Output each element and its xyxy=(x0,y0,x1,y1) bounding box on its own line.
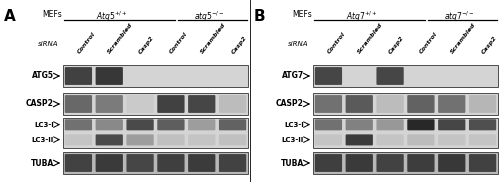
FancyBboxPatch shape xyxy=(126,134,154,145)
FancyBboxPatch shape xyxy=(96,154,123,172)
FancyBboxPatch shape xyxy=(219,154,246,172)
FancyBboxPatch shape xyxy=(219,119,246,130)
Text: siRNA: siRNA xyxy=(38,41,58,47)
Bar xyxy=(313,118,498,148)
Text: ATG5: ATG5 xyxy=(32,72,54,80)
FancyBboxPatch shape xyxy=(158,119,184,130)
FancyBboxPatch shape xyxy=(65,154,92,172)
Text: siRNA: siRNA xyxy=(288,41,308,47)
Text: Casp2: Casp2 xyxy=(138,35,156,55)
FancyBboxPatch shape xyxy=(188,119,216,130)
FancyBboxPatch shape xyxy=(65,67,92,85)
FancyBboxPatch shape xyxy=(408,95,434,113)
FancyBboxPatch shape xyxy=(346,134,373,145)
FancyBboxPatch shape xyxy=(219,134,246,145)
FancyBboxPatch shape xyxy=(158,154,184,172)
FancyBboxPatch shape xyxy=(438,134,466,145)
Text: $\mathit{atg5}^{-/-}$: $\mathit{atg5}^{-/-}$ xyxy=(194,10,224,24)
Bar xyxy=(313,152,498,174)
FancyBboxPatch shape xyxy=(469,134,496,145)
FancyBboxPatch shape xyxy=(346,154,373,172)
Text: Casp2: Casp2 xyxy=(230,35,248,55)
FancyBboxPatch shape xyxy=(126,154,154,172)
FancyBboxPatch shape xyxy=(346,95,373,113)
FancyBboxPatch shape xyxy=(408,119,434,130)
Text: ATG7: ATG7 xyxy=(282,72,304,80)
Text: Casp2: Casp2 xyxy=(388,35,406,55)
Text: Control: Control xyxy=(76,31,96,55)
FancyBboxPatch shape xyxy=(438,119,466,130)
FancyBboxPatch shape xyxy=(376,95,404,113)
FancyBboxPatch shape xyxy=(315,154,342,172)
FancyBboxPatch shape xyxy=(346,119,373,130)
Text: CASP2: CASP2 xyxy=(26,100,54,108)
Text: Scrambled: Scrambled xyxy=(450,22,477,55)
Text: Scrambled: Scrambled xyxy=(357,22,384,55)
FancyBboxPatch shape xyxy=(376,134,404,145)
Text: Control: Control xyxy=(419,31,439,55)
FancyBboxPatch shape xyxy=(158,95,184,113)
FancyBboxPatch shape xyxy=(126,119,154,130)
Text: Scrambled: Scrambled xyxy=(200,22,227,55)
Text: Control: Control xyxy=(326,31,346,55)
FancyBboxPatch shape xyxy=(65,95,92,113)
Text: LC3-I: LC3-I xyxy=(34,122,54,128)
FancyBboxPatch shape xyxy=(438,154,466,172)
FancyBboxPatch shape xyxy=(469,119,496,130)
Text: A: A xyxy=(4,9,16,24)
FancyBboxPatch shape xyxy=(469,154,496,172)
Bar xyxy=(313,93,498,115)
FancyBboxPatch shape xyxy=(188,95,216,113)
FancyBboxPatch shape xyxy=(96,67,123,85)
FancyBboxPatch shape xyxy=(408,154,434,172)
FancyBboxPatch shape xyxy=(188,134,216,145)
FancyBboxPatch shape xyxy=(315,134,342,145)
Text: Scrambled: Scrambled xyxy=(107,22,134,55)
FancyBboxPatch shape xyxy=(315,95,342,113)
Text: TUBA: TUBA xyxy=(31,159,54,167)
Text: LC3-II: LC3-II xyxy=(32,137,54,143)
FancyBboxPatch shape xyxy=(96,119,123,130)
FancyBboxPatch shape xyxy=(376,154,404,172)
Text: $\mathit{atg7}^{-/-}$: $\mathit{atg7}^{-/-}$ xyxy=(444,10,474,24)
Bar xyxy=(63,118,248,148)
FancyBboxPatch shape xyxy=(96,134,123,145)
Text: B: B xyxy=(254,9,266,24)
Text: TUBA: TUBA xyxy=(281,159,304,167)
FancyBboxPatch shape xyxy=(315,67,342,85)
FancyBboxPatch shape xyxy=(219,95,246,113)
FancyBboxPatch shape xyxy=(96,95,123,113)
Text: Casp2: Casp2 xyxy=(480,35,498,55)
Bar xyxy=(63,152,248,174)
Text: LC3-II: LC3-II xyxy=(282,137,304,143)
FancyBboxPatch shape xyxy=(126,95,154,113)
Bar xyxy=(63,65,248,87)
FancyBboxPatch shape xyxy=(315,119,342,130)
FancyBboxPatch shape xyxy=(376,67,404,85)
FancyBboxPatch shape xyxy=(188,154,216,172)
Text: MEFs: MEFs xyxy=(292,10,312,19)
FancyBboxPatch shape xyxy=(158,134,184,145)
Text: Control: Control xyxy=(169,31,189,55)
FancyBboxPatch shape xyxy=(408,134,434,145)
FancyBboxPatch shape xyxy=(65,119,92,130)
FancyBboxPatch shape xyxy=(438,95,466,113)
Text: LC3-I: LC3-I xyxy=(284,122,304,128)
Text: CASP2: CASP2 xyxy=(276,100,304,108)
Bar xyxy=(63,93,248,115)
Text: $\mathbf{\mathit{Atg5}}^{+/+}$: $\mathbf{\mathit{Atg5}}^{+/+}$ xyxy=(96,10,128,24)
FancyBboxPatch shape xyxy=(65,134,92,145)
Bar xyxy=(313,65,498,87)
FancyBboxPatch shape xyxy=(376,119,404,130)
Text: $\mathbf{\mathit{Atg7}}^{+/+}$: $\mathbf{\mathit{Atg7}}^{+/+}$ xyxy=(346,10,378,24)
FancyBboxPatch shape xyxy=(469,95,496,113)
Text: MEFs: MEFs xyxy=(42,10,62,19)
